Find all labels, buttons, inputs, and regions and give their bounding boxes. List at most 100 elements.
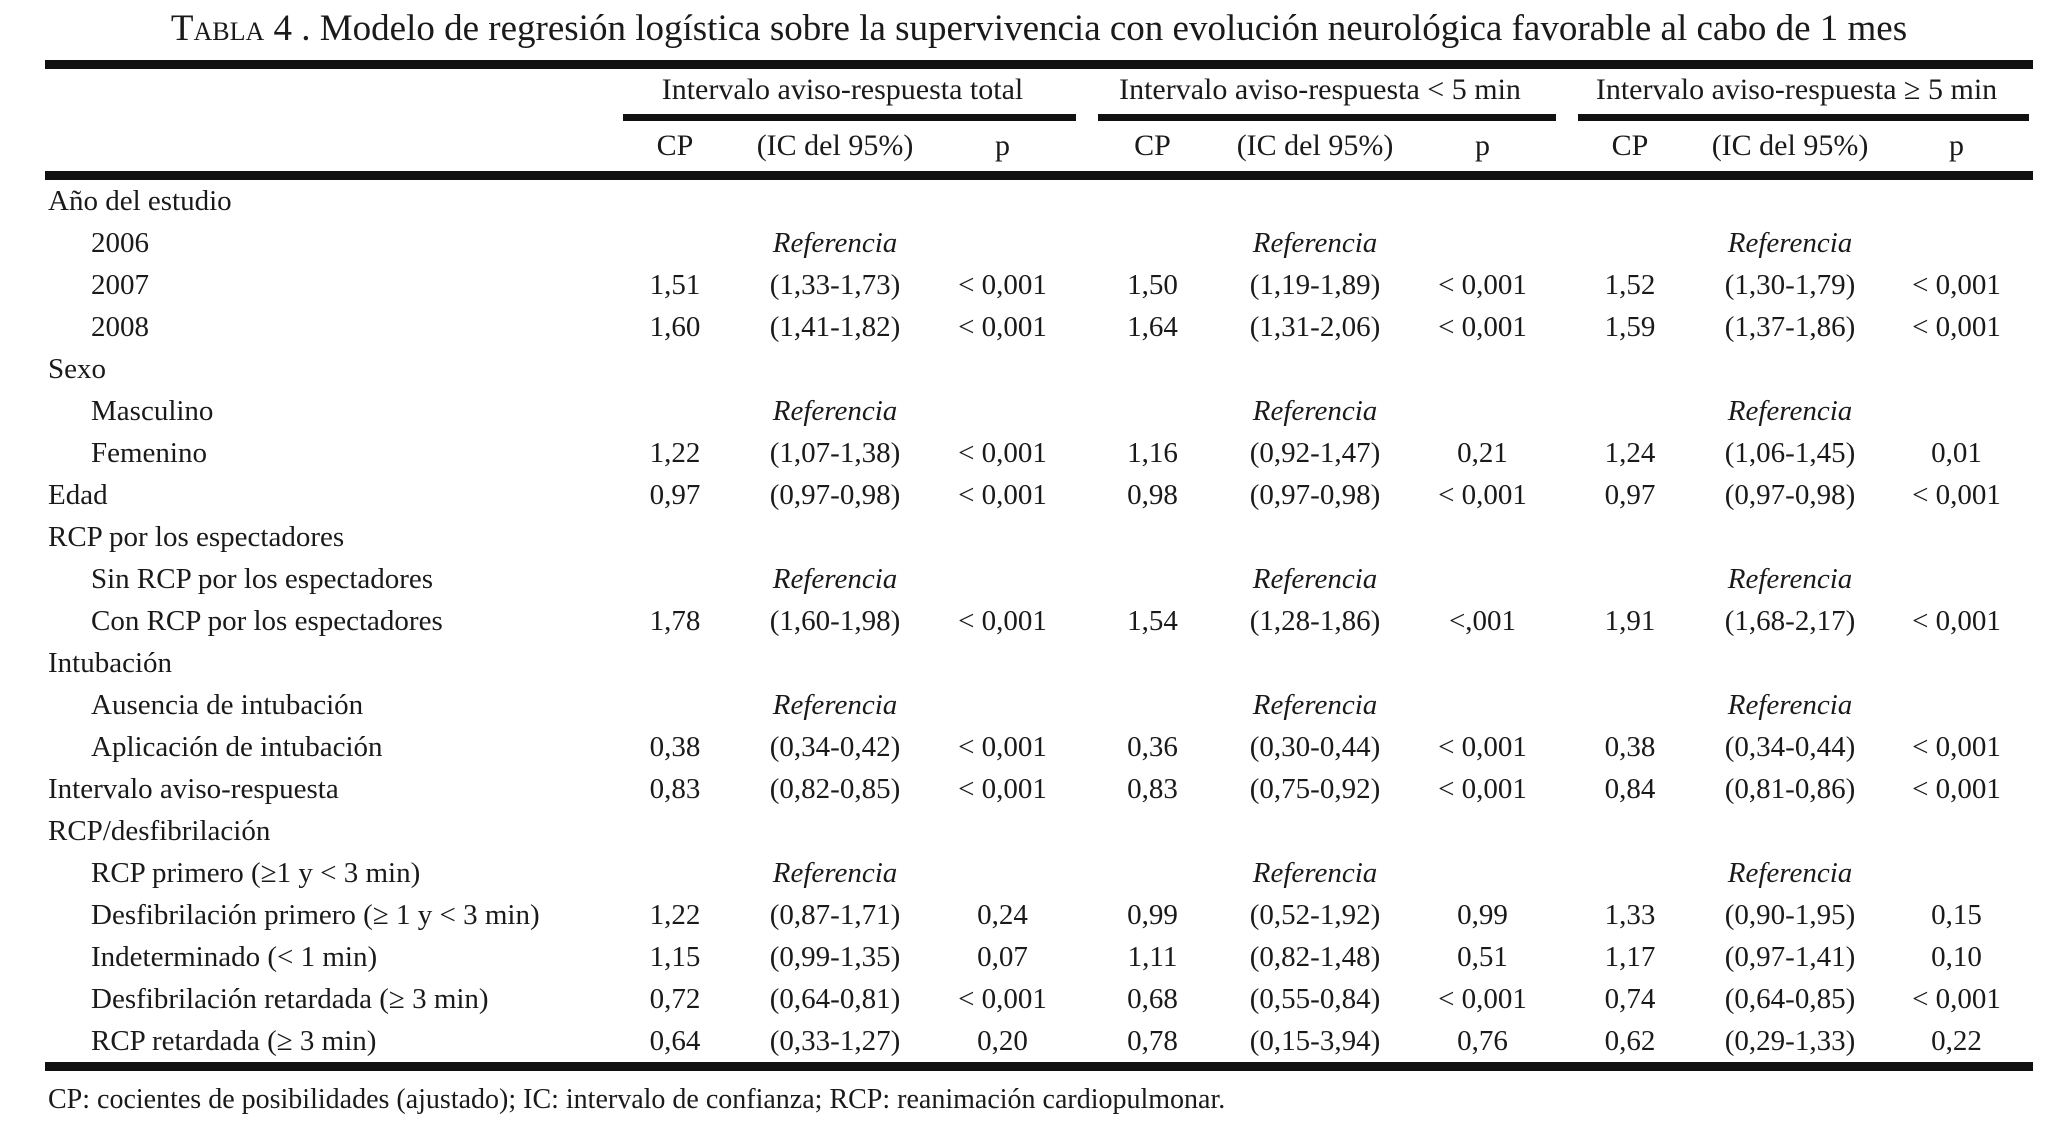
row-label: RCP por los espectadores [48, 520, 345, 553]
logistic-regression-table: Intervalo aviso-respuesta total Interval… [45, 69, 2034, 1062]
p-value: 0,15 [1931, 898, 1982, 931]
cp-value: 1,59 [1604, 310, 1656, 343]
ci-value: (1,60-1,98) [769, 604, 901, 637]
cp-value: 0,74 [1604, 982, 1656, 1015]
table-body: Año del estudio 2006 Referencia Referencia R… [45, 180, 2033, 1062]
empty-cell [1880, 390, 2033, 432]
empty-cell [1080, 180, 1560, 222]
ci-value: (0,82-0,85) [769, 772, 901, 805]
p-value: < 0,001 [1912, 982, 2001, 1015]
empty-cell [605, 642, 1080, 684]
p-value: < 0,001 [1438, 310, 1527, 343]
empty-cell [1080, 684, 1225, 726]
ci-value: (1,68-2,17) [1724, 604, 1856, 637]
ci-value: (0,97-1,41) [1724, 940, 1856, 973]
col-header-p: p [1949, 129, 1964, 162]
group-rule [623, 114, 1076, 121]
ci-value: (0,33-1,27) [769, 1024, 901, 1057]
group-header-total-label: Intervalo aviso-respuesta total [661, 73, 1024, 106]
ci-value: (0,34-0,44) [1724, 730, 1856, 763]
empty-cell [1080, 390, 1225, 432]
cp-value: 1,50 [1127, 268, 1178, 301]
group-header-ge5: Intervalo aviso-respuesta ≥ 5 min [1560, 69, 2033, 121]
p-value: < 0,001 [958, 478, 1047, 511]
col-header-p: p [995, 129, 1010, 162]
row-label: 2008 [91, 310, 149, 343]
cp-value: 0,68 [1127, 982, 1178, 1015]
ci-value: (0,81-0,86) [1724, 772, 1856, 805]
cp-value: 0,62 [1604, 1024, 1656, 1057]
empty-cell [1880, 684, 2033, 726]
empty-cell [925, 684, 1080, 726]
cp-value: 0,38 [1604, 730, 1656, 763]
table-row: 2006 Referencia Referencia Referencia [45, 222, 2033, 264]
group-rule [1098, 114, 1556, 121]
cp-value: 1,33 [1604, 898, 1656, 931]
reference-cell: Referencia [1252, 856, 1378, 889]
ci-value: (0,55-0,84) [1249, 982, 1381, 1015]
cp-value: 0,98 [1127, 478, 1178, 511]
p-value: 0,01 [1931, 436, 1982, 469]
reference-cell: Referencia [772, 856, 898, 889]
row-label: Masculino [91, 394, 214, 427]
reference-cell: Referencia [1727, 688, 1853, 721]
empty-cell [925, 390, 1080, 432]
empty-cell [605, 348, 1080, 390]
empty-cell [925, 222, 1080, 264]
cp-value: 0,83 [649, 772, 701, 805]
empty-cell [925, 852, 1080, 894]
empty-cell [605, 222, 745, 264]
table-row: Masculino Referencia Referencia Referencia [45, 390, 2033, 432]
reference-cell: Referencia [1252, 688, 1378, 721]
cp-value: 0,36 [1127, 730, 1178, 763]
row-label: Sexo [48, 352, 106, 385]
reference-cell: Referencia [1727, 394, 1853, 427]
table-row: Año del estudio [45, 180, 2033, 222]
row-label: Femenino [91, 436, 207, 469]
cp-value: 0,83 [1127, 772, 1178, 805]
header-separator-cell [45, 171, 2034, 180]
row-label: Con RCP por los espectadores [91, 604, 443, 637]
reference-cell: Referencia [1727, 226, 1853, 259]
ci-value: (0,29-1,33) [1724, 1024, 1856, 1057]
ci-value: (0,99-1,35) [769, 940, 901, 973]
reference-cell: Referencia [772, 394, 898, 427]
p-value: 0,24 [977, 898, 1028, 931]
table-row: RCP/desfibrilación [45, 810, 2033, 852]
p-value: < 0,001 [1438, 772, 1527, 805]
ci-value: (1,37-1,86) [1724, 310, 1856, 343]
table-footnote: CP: cocientes de posibilidades (ajustado… [48, 1084, 1226, 1115]
col-header-ci: (IC del 95%) [1236, 129, 1394, 162]
p-value: < 0,001 [1912, 310, 2001, 343]
cp-value: 0,97 [649, 478, 701, 511]
ci-value: (1,41-1,82) [769, 310, 901, 343]
table-title-text: 4 . Modelo de regresión logística sobre … [273, 8, 1908, 49]
ci-value: (0,92-1,47) [1249, 436, 1381, 469]
table-row: Edad 0,97 (0,97-0,98) < 0,001 0,98 (0,97-0,98… [45, 474, 2033, 516]
empty-cell [1080, 222, 1225, 264]
cp-value: 1,78 [649, 604, 701, 637]
cp-value: 1,11 [1127, 940, 1178, 973]
empty-cell [1080, 348, 1560, 390]
subheader-row: CP (IC del 95%) p CP (IC del 95%) p CP (… [45, 121, 2033, 171]
cp-value: 1,22 [649, 436, 701, 469]
empty-cell [1880, 222, 2033, 264]
col-header-cp: CP [1134, 129, 1171, 162]
header-separator-row [45, 171, 2034, 180]
ci-value: (1,33-1,73) [769, 268, 901, 301]
p-value: 0,99 [1457, 898, 1508, 931]
group-header-lt5-label: Intervalo aviso-respuesta < 5 min [1119, 73, 1521, 106]
col-header-ci: (IC del 95%) [1711, 129, 1869, 162]
ci-value: (0,64-0,85) [1724, 982, 1856, 1015]
cp-value: 1,60 [649, 310, 701, 343]
p-value: < 0,001 [1912, 268, 2001, 301]
table-row: Sin RCP por los espectadores Referencia Re… [45, 558, 2033, 600]
cp-value: 0,78 [1127, 1024, 1178, 1057]
empty-cell [1080, 642, 1560, 684]
table-row: Sexo [45, 348, 2033, 390]
reference-cell: Referencia [1727, 856, 1853, 889]
ci-value: (1,07-1,38) [769, 436, 901, 469]
empty-cell [1880, 558, 2033, 600]
p-value: < 0,001 [1912, 730, 2001, 763]
reference-cell: Referencia [772, 226, 898, 259]
